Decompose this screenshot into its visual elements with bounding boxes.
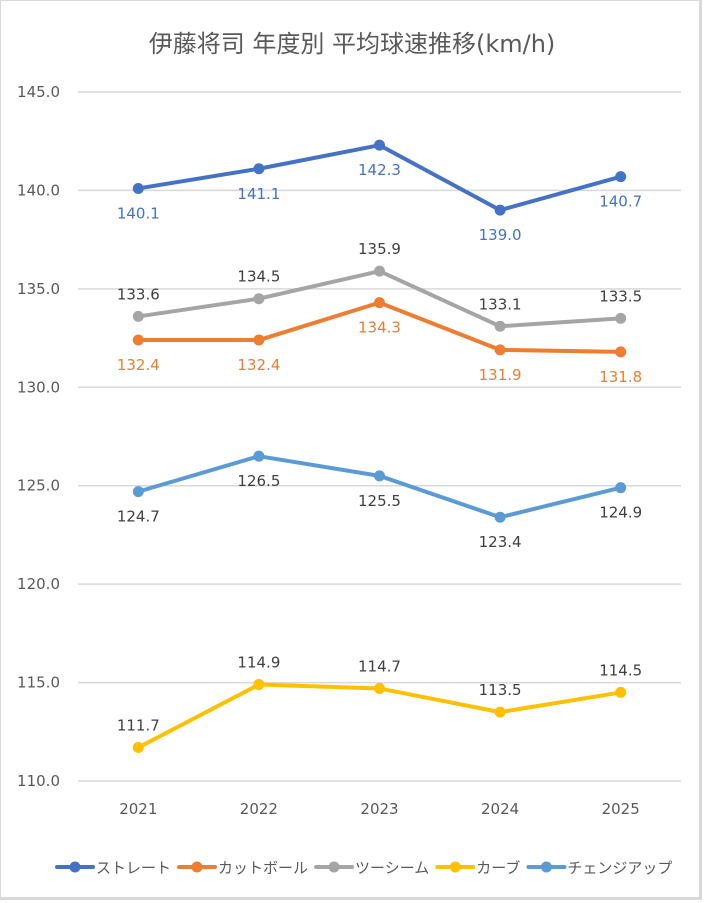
data-point <box>132 310 144 322</box>
data-point <box>253 450 265 462</box>
legend-item: ストレート <box>55 859 171 877</box>
legend-label: カットボール <box>218 859 308 877</box>
legend-marker-icon <box>449 861 461 873</box>
data-label: 141.1 <box>237 185 280 203</box>
data-point <box>374 139 385 151</box>
data-label: 133.1 <box>479 295 522 313</box>
data-point <box>374 265 385 277</box>
data-point <box>615 482 627 494</box>
data-point <box>615 312 627 324</box>
legend-item: チェンジアップ <box>526 859 672 877</box>
x-axis-ticks: 2021 2022 2023 2024 2025 <box>119 800 640 818</box>
data-label: 133.5 <box>599 287 642 305</box>
legend-item: カットボール <box>177 859 308 877</box>
data-point <box>494 204 506 216</box>
legend-marker-icon <box>191 861 203 873</box>
legend-marker-icon <box>69 861 81 873</box>
data-label: 114.7 <box>358 657 401 675</box>
data-label: 132.4 <box>117 356 160 374</box>
data-label: 133.6 <box>117 285 160 303</box>
x-tick-label: 2023 <box>360 800 398 818</box>
legend-label: ツーシーム <box>355 859 429 877</box>
data-point <box>132 742 144 754</box>
data-point <box>374 470 385 482</box>
legend-marker-icon <box>328 861 340 873</box>
data-label: 135.9 <box>358 240 401 258</box>
legend-item: ツーシーム <box>314 859 429 877</box>
data-point <box>494 344 506 356</box>
data-point <box>494 706 506 718</box>
legend-label: カーブ <box>476 859 520 877</box>
data-point <box>374 682 385 694</box>
y-tick-label: 125.0 <box>17 477 60 495</box>
y-tick-label: 135.0 <box>17 280 60 298</box>
data-label: 125.5 <box>358 492 401 510</box>
series-line <box>136 682 623 750</box>
data-point <box>494 320 506 332</box>
y-tick-label: 110.0 <box>17 772 60 790</box>
legend: ストレート カットボール ツーシーム カーブ チェンジアップ <box>55 859 672 877</box>
data-point <box>494 511 506 523</box>
legend-item: カーブ <box>435 859 520 877</box>
data-label: 134.3 <box>358 319 401 337</box>
data-point <box>374 297 385 309</box>
data-label: 126.5 <box>237 472 280 490</box>
data-label: 140.1 <box>117 204 160 222</box>
data-point <box>615 346 627 358</box>
data-label: 123.4 <box>479 533 522 551</box>
x-tick-label: 2024 <box>481 800 519 818</box>
data-point <box>132 334 144 346</box>
data-labels: 140.1 141.1 142.3 139.0 140.7 132.4 132.4 134.3… <box>117 161 642 734</box>
y-axis-ticks: 110.0 115.0 120.0 125.0 130.0 135.0 140.0 145.0 <box>17 83 60 790</box>
legend-label: ストレート <box>96 859 171 877</box>
data-label: 111.7 <box>117 717 160 735</box>
data-point <box>132 486 144 498</box>
data-label: 134.5 <box>237 268 280 286</box>
x-tick-label: 2025 <box>602 800 640 818</box>
data-point <box>253 163 265 175</box>
y-tick-label: 120.0 <box>17 575 60 593</box>
data-label: 140.7 <box>599 193 642 211</box>
data-point <box>253 334 265 346</box>
data-point <box>615 171 627 183</box>
data-point <box>132 182 144 194</box>
data-label: 132.4 <box>237 356 280 374</box>
data-point <box>253 679 265 691</box>
data-point <box>253 293 265 305</box>
y-tick-label: 115.0 <box>17 674 60 692</box>
series-group <box>132 139 627 754</box>
data-label: 142.3 <box>358 161 401 179</box>
chart-title: 伊藤将司 年度別 平均球速推移(km/h) <box>149 30 556 58</box>
y-tick-label: 130.0 <box>17 378 60 396</box>
data-label: 124.9 <box>599 504 642 522</box>
data-label: 114.5 <box>599 661 642 679</box>
data-label: 131.8 <box>599 368 642 386</box>
data-label: 114.9 <box>237 654 280 672</box>
gridlines <box>78 91 681 782</box>
data-label: 139.0 <box>479 226 522 244</box>
legend-label: チェンジアップ <box>567 859 672 877</box>
data-label: 113.5 <box>479 681 522 699</box>
data-label: 124.7 <box>117 508 160 526</box>
legend-marker-icon <box>540 861 552 873</box>
data-point <box>615 686 627 698</box>
x-tick-label: 2021 <box>119 800 157 818</box>
y-tick-label: 145.0 <box>17 83 60 101</box>
x-tick-label: 2022 <box>240 800 278 818</box>
data-label: 131.9 <box>479 366 522 384</box>
y-tick-label: 140.0 <box>17 181 60 199</box>
